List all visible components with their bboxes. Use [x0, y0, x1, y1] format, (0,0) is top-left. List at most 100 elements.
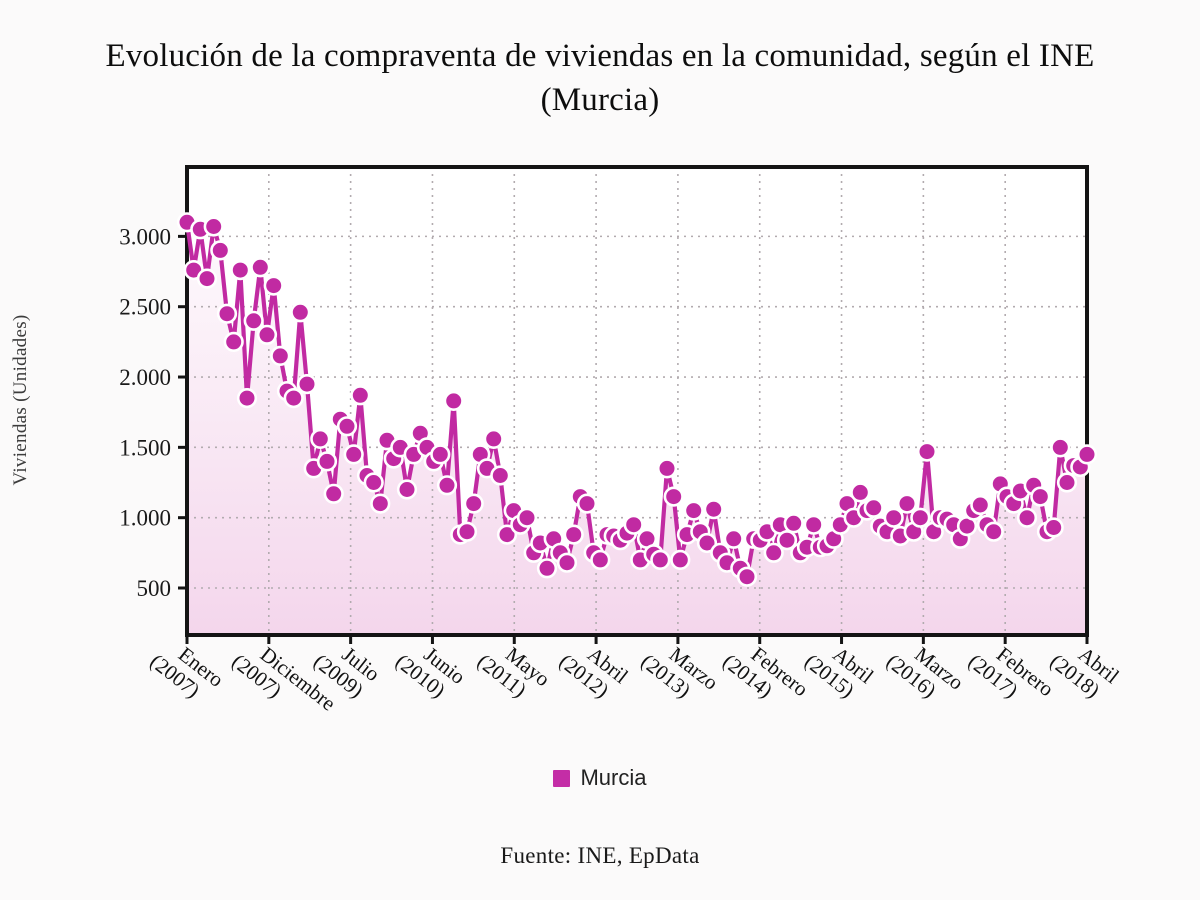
data-point [236, 388, 258, 409]
data-point [1043, 517, 1064, 538]
data-point [343, 444, 364, 465]
svg-text:Abril(2018): Abril(2018) [1046, 631, 1124, 707]
data-point [283, 388, 304, 409]
data-point [590, 549, 611, 571]
data-point [296, 374, 318, 395]
data-point [516, 507, 538, 528]
svg-text:Abril(2012): Abril(2012) [555, 631, 633, 707]
data-point [736, 566, 758, 587]
data-point [216, 303, 238, 324]
chart-title-line1: Evolución de la compraventa de viviendas… [105, 38, 1095, 74]
data-point [776, 530, 798, 551]
data-point [536, 558, 558, 579]
data-point [496, 524, 518, 545]
svg-text:Diciembre(2007): Diciembre(2007) [227, 631, 340, 734]
data-point [970, 494, 991, 516]
y-tick-label: 500 [137, 576, 172, 601]
data-point [243, 310, 264, 331]
data-point [456, 521, 478, 542]
chart-title: Evolución de la compraventa de viviendas… [0, 34, 1200, 122]
data-point [483, 428, 504, 450]
svg-text:Enero(2007): Enero(2007) [146, 631, 229, 710]
chart-title-line2: (Murcia) [540, 82, 660, 118]
data-point [910, 507, 931, 528]
data-point [983, 521, 1004, 542]
data-point [1050, 437, 1071, 458]
data-point [203, 216, 224, 237]
data-point [270, 345, 291, 367]
x-tick-label: Febrero(2017) [964, 631, 1059, 719]
data-point [663, 486, 684, 507]
data-point [196, 268, 218, 289]
data-point [896, 493, 918, 514]
data-point [396, 479, 418, 500]
x-tick-label: Junio(2010) [391, 631, 470, 707]
legend: Murcia [0, 765, 1200, 791]
legend-label-murcia: Murcia [580, 765, 647, 790]
data-point [563, 524, 584, 545]
data-point [256, 324, 278, 345]
x-tick-label: Diciembre(2007) [227, 631, 340, 734]
data-point [623, 514, 644, 535]
data-point [1030, 486, 1051, 507]
data-point [683, 500, 704, 521]
x-tick-label: Marzo(2013) [636, 631, 722, 713]
chart-area: 500 1.000 1.500 2.000 2.500 3.000 Enero(2007) D… [119, 165, 1124, 734]
data-point [883, 507, 904, 528]
data-point [1056, 472, 1078, 493]
y-tick-label: 2.000 [119, 365, 171, 390]
data-point [783, 513, 804, 534]
data-point [556, 552, 578, 573]
data-point [223, 331, 244, 353]
data-point [370, 493, 391, 514]
x-tick-label: Abril(2015) [800, 631, 878, 707]
data-point [363, 472, 384, 493]
svg-text:Marzo(2013): Marzo(2013) [636, 631, 722, 713]
source-caption: Fuente: INE, EpData [500, 843, 700, 868]
data-point [723, 528, 744, 549]
data-point [656, 458, 678, 479]
x-tick-label: Marzo(2016) [882, 631, 968, 713]
data-point [670, 549, 691, 571]
data-point [250, 257, 271, 278]
data-point [350, 385, 371, 406]
svg-text:Junio(2010): Junio(2010) [391, 631, 470, 707]
svg-text:Febrero(2014): Febrero(2014) [718, 631, 813, 719]
data-point [336, 416, 358, 437]
data-point [430, 444, 451, 465]
data-point [863, 497, 884, 518]
line-chart-svg: 500 1.000 1.500 2.000 2.500 3.000 Enero(2007) D… [119, 165, 1124, 734]
data-point [916, 441, 938, 462]
data-point [650, 549, 671, 571]
area-fill [187, 222, 1087, 636]
data-point [763, 542, 784, 563]
plot-border [185, 165, 1089, 637]
x-tick-label: Febrero(2014) [718, 631, 813, 719]
data-point [463, 493, 484, 514]
data-point [230, 260, 251, 281]
legend-swatch-murcia [553, 769, 571, 787]
data-point [803, 514, 824, 535]
y-tick-label: 1.500 [119, 435, 171, 460]
data-point [1016, 507, 1038, 528]
y-tick-label: 2.500 [119, 295, 171, 320]
data-point [576, 493, 598, 514]
x-tick-label: Abril(2012) [555, 631, 633, 707]
svg-text:Marzo(2016): Marzo(2016) [882, 631, 968, 713]
data-point [316, 451, 338, 472]
svg-text:Febrero(2017): Febrero(2017) [964, 631, 1059, 719]
x-tick-label: Enero(2007) [146, 631, 229, 710]
data-point [210, 240, 231, 261]
data-point [323, 483, 344, 504]
data-point [443, 390, 464, 412]
svg-text:Abril(2015): Abril(2015) [800, 631, 878, 707]
data-point [290, 302, 311, 323]
y-tick-label: 1.000 [119, 506, 171, 531]
data-point [436, 475, 458, 496]
data-point [696, 532, 718, 554]
x-tick-label: Abril(2018) [1046, 631, 1124, 707]
data-point [263, 275, 284, 296]
data-point [850, 482, 871, 503]
y-tick-label: 3.000 [119, 224, 171, 249]
data-point [490, 465, 511, 486]
